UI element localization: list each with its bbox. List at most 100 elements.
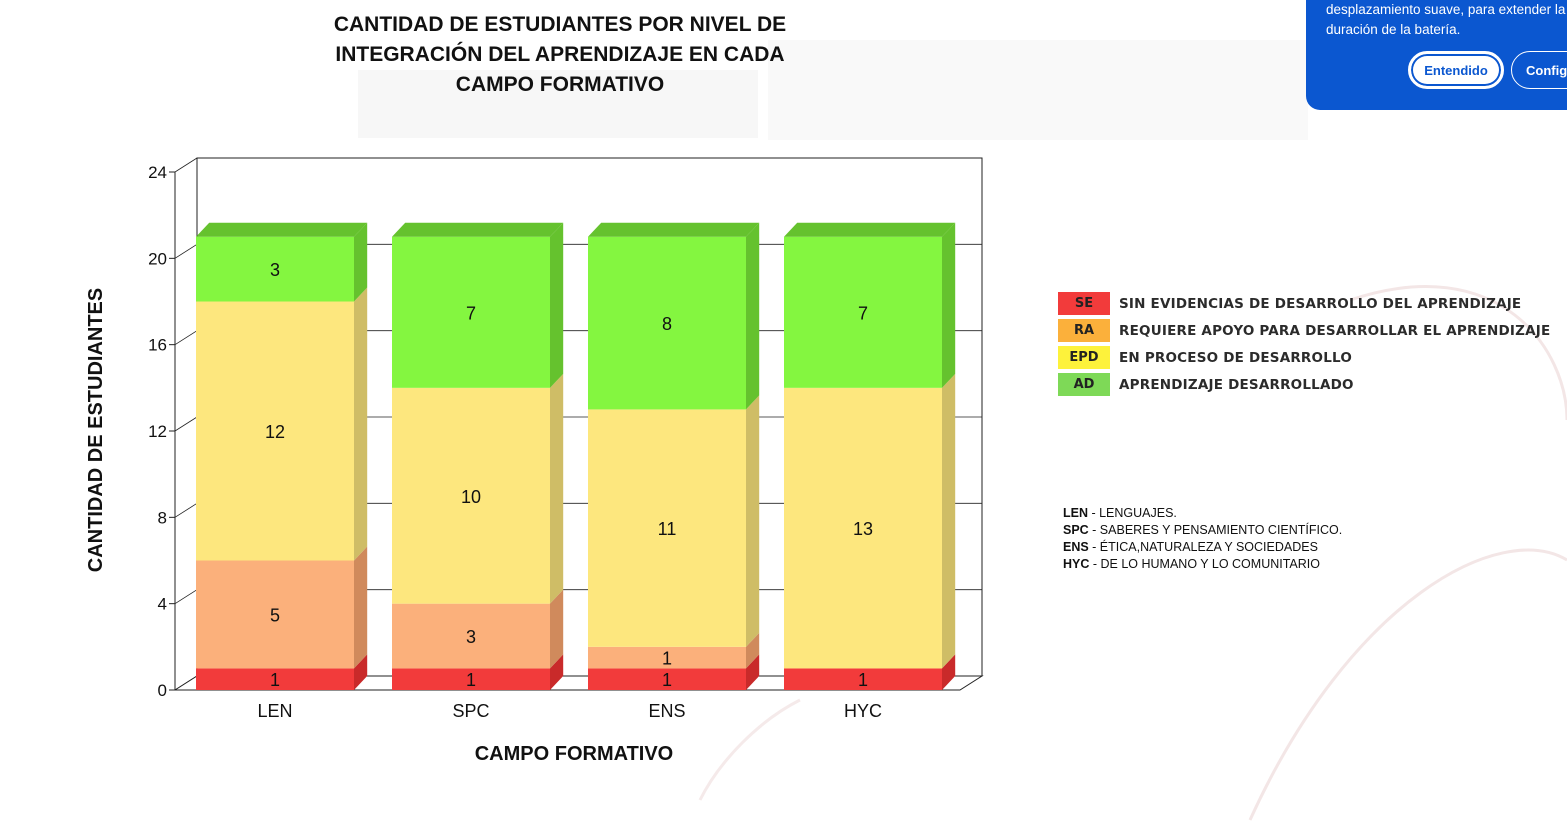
bar-top (392, 222, 564, 237)
bar-segment-ad (392, 236, 550, 388)
gridline-side (174, 502, 198, 518)
notification-toast: desplazamiento suave, para extender la d… (1306, 0, 1567, 110)
bar-segment-epd (392, 387, 550, 604)
title-line: INTEGRACIÓN DEL APRENDIZAJE EN CADA (335, 43, 785, 66)
abbr-code: HYC (1063, 557, 1090, 571)
abbreviation-item: ENS - ÉTICA,NATURALEZA Y SOCIEDADES (1063, 539, 1342, 556)
bar-side-epd (942, 373, 956, 669)
x-tick-label: HYC (844, 701, 882, 721)
legend-swatch-ra: RA (1058, 319, 1110, 342)
bar-segment-se (588, 668, 746, 690)
legend-label: EN PROCESO DE DESARROLLO (1119, 349, 1353, 366)
legend-label: SIN EVIDENCIAS DE DESARROLLO DEL APRENDI… (1119, 295, 1522, 312)
bar-segment-se (392, 668, 550, 690)
data-label: 8 (662, 314, 672, 334)
gridline-side (174, 243, 198, 259)
bar-side-ra (746, 632, 760, 669)
x-axis-label: CAMPO FORMATIVO (475, 743, 674, 765)
bar-segment-ad (196, 236, 354, 302)
y-tick-label: 20 (148, 249, 167, 268)
abbreviation-item: LEN - LENGUAJES. (1063, 505, 1342, 522)
legend-item: SE SIN EVIDENCIAS DE DESARROLLO DEL APRE… (1058, 290, 1558, 317)
bar-segment-se (784, 668, 942, 690)
abbreviation-list: LEN - LENGUAJES. SPC - SABERES Y PENSAMI… (1063, 505, 1342, 573)
data-label: 11 (658, 519, 677, 539)
y-axis-label: CANTIDAD DE ESTUDIANTES (85, 288, 107, 572)
legend-item: RA REQUIERE APOYO PARA DESARROLLAR EL AP… (1058, 317, 1558, 344)
stacked-bar-chart: 0481216202415123LEN13107SPC11118ENS10137… (85, 157, 984, 765)
bar-side-ad (354, 222, 368, 302)
title-line: CANTIDAD DE ESTUDIANTES POR NIVEL DE (333, 13, 787, 36)
y-tick-label: 0 (158, 681, 167, 700)
data-label: 1 (662, 670, 672, 690)
abbr-text: - ÉTICA,NATURALEZA Y SOCIEDADES (1088, 540, 1318, 554)
abbreviation-item: SPC - SABERES Y PENSAMIENTO CIENTÍFICO. (1063, 522, 1342, 539)
data-label: 3 (270, 260, 280, 280)
bar-top (196, 222, 368, 237)
legend-item: EPD EN PROCESO DE DESARROLLO (1058, 344, 1558, 371)
abbr-code: SPC (1063, 523, 1089, 537)
gridline-side (174, 157, 198, 173)
bar-segment-epd (196, 301, 354, 561)
bar-segment-ad (784, 236, 942, 388)
gridline-side (174, 416, 198, 432)
y-tick-label: 8 (158, 508, 167, 527)
abbr-text: - SABERES Y PENSAMIENTO CIENTÍFICO. (1088, 523, 1343, 537)
bar-side-ra (354, 546, 368, 669)
legend-item: AD APRENDIZAJE DESARROLLADO (1058, 371, 1558, 398)
data-label: 3 (466, 627, 476, 647)
data-label: 7 (858, 303, 868, 323)
legend-swatch-epd: EPD (1058, 346, 1110, 369)
legend-label: APRENDIZAJE DESARROLLADO (1119, 376, 1354, 393)
bar-side-se (746, 654, 760, 690)
x-tick-label: SPC (452, 701, 489, 721)
bar-segment-ra (196, 560, 354, 669)
data-label: 7 (466, 303, 476, 323)
bar-top (784, 222, 956, 237)
bar-segment-epd (784, 387, 942, 669)
data-label: 12 (265, 422, 285, 442)
data-label: 1 (858, 670, 868, 690)
data-label: 13 (853, 519, 873, 539)
bar-side-ra (550, 589, 564, 669)
bar-side-se (550, 654, 564, 690)
understood-button[interactable]: Entendido (1408, 51, 1504, 89)
bar-segment-se (196, 668, 354, 690)
abbr-code: ENS (1063, 540, 1089, 554)
configure-button[interactable]: Configu (1511, 51, 1567, 89)
bar-side-ad (942, 222, 956, 388)
data-label: 10 (461, 487, 481, 507)
y-tick-label: 12 (148, 422, 167, 441)
bar-side-ad (746, 222, 760, 410)
chart-title: CANTIDAD DE ESTUDIANTES POR NIVEL DE INT… (300, 10, 820, 100)
data-label: 1 (466, 670, 476, 690)
title-line: CAMPO FORMATIVO (455, 73, 665, 96)
gridline-side (174, 589, 198, 605)
abbr-code: LEN (1063, 506, 1088, 520)
data-label: 1 (270, 670, 280, 690)
bar-top (588, 222, 760, 237)
y-tick-label: 16 (148, 336, 167, 355)
y-tick-label: 24 (148, 163, 167, 182)
legend-label: REQUIERE APOYO PARA DESARROLLAR EL APREN… (1119, 322, 1551, 339)
legend-swatch-se: SE (1058, 292, 1110, 315)
data-label: 1 (662, 649, 672, 669)
legend: SE SIN EVIDENCIAS DE DESARROLLO DEL APRE… (1058, 290, 1558, 398)
bar-side-se (942, 654, 956, 690)
bar-segment-epd (588, 409, 746, 647)
bar-side-ad (550, 222, 564, 388)
bar-segment-ra (392, 603, 550, 669)
bar-side-epd (354, 287, 368, 561)
y-tick-label: 4 (158, 595, 167, 614)
abbr-text: - DE LO HUMANO Y LO COMUNITARIO (1089, 557, 1320, 571)
bar-segment-ad (588, 236, 746, 410)
abbreviation-item: HYC - DE LO HUMANO Y LO COMUNITARIO (1063, 556, 1342, 573)
x-tick-label: LEN (257, 701, 292, 721)
bar-side-se (354, 654, 368, 690)
data-label: 5 (270, 605, 280, 625)
legend-swatch-ad: AD (1058, 373, 1110, 396)
bar-side-epd (746, 395, 760, 647)
x-tick-label: ENS (648, 701, 685, 721)
toast-message: desplazamiento suave, para extender la d… (1326, 2, 1566, 37)
bar-side-epd (550, 373, 564, 604)
